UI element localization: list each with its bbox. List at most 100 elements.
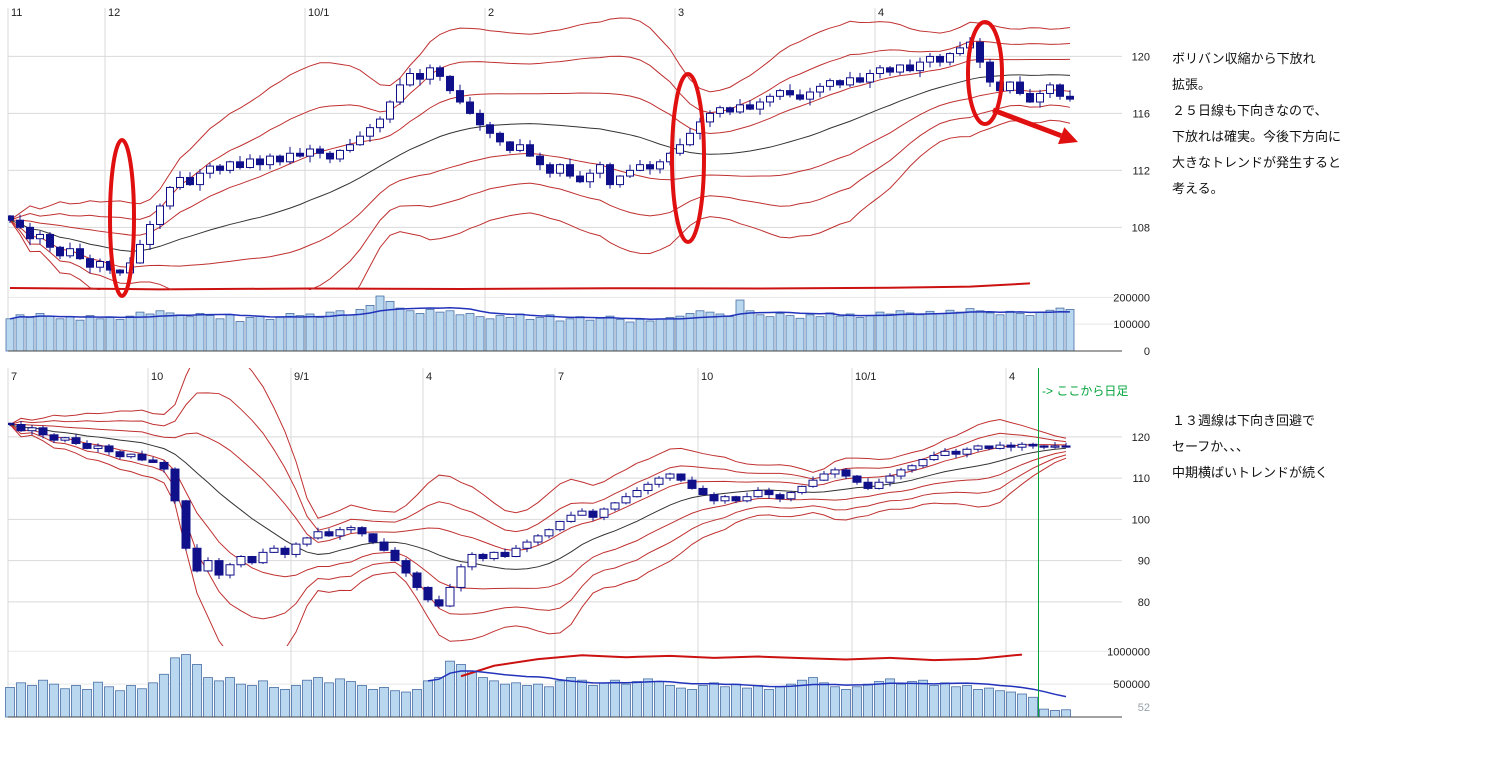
candle-body <box>544 529 554 537</box>
candle-body <box>467 553 477 568</box>
axis-tick-label: 200000 <box>1113 292 1150 304</box>
candle-body <box>764 490 774 496</box>
volume-bar <box>485 318 495 352</box>
candle-body <box>746 104 754 110</box>
volume-bar <box>495 315 505 352</box>
axis-tick-label: 10/1 <box>855 371 876 383</box>
volume-bar <box>49 683 59 718</box>
candle-body <box>566 164 574 177</box>
candle-body <box>276 155 284 163</box>
candle-body <box>626 169 634 177</box>
axis-tick-label: 3 <box>678 7 684 19</box>
volume-bar <box>965 308 975 352</box>
volume-bar <box>135 311 145 352</box>
volume-bar <box>305 313 315 352</box>
volume-bar <box>885 313 895 352</box>
volume-bar <box>280 689 290 718</box>
moving-average-line <box>9 424 1067 570</box>
volume-bar <box>599 682 609 718</box>
volume-bar <box>291 685 301 718</box>
candle-body <box>306 148 314 157</box>
candle-body <box>412 572 422 588</box>
volume-bar <box>5 318 15 352</box>
volume-bar <box>379 687 389 718</box>
candle-body <box>266 155 274 166</box>
candle-body <box>456 90 464 103</box>
volume-bar <box>478 677 488 718</box>
candle-body <box>16 219 24 228</box>
volume-bar <box>215 318 225 352</box>
bollinger-bands <box>9 17 1071 290</box>
candle-body <box>406 73 414 86</box>
volume-bar <box>65 316 75 352</box>
volume-bar <box>455 314 465 352</box>
volume-red-line <box>9 282 1031 291</box>
volume-bar <box>1045 309 1055 352</box>
candle-body <box>686 132 694 146</box>
axis-tick-label: 110 <box>1132 473 1150 485</box>
volume-bar <box>335 310 345 352</box>
volume-bar <box>1025 315 1035 352</box>
candle-body <box>357 527 367 535</box>
axis-tick-label: 4 <box>878 7 884 19</box>
candle-body <box>632 490 642 498</box>
note-line: ボリバン収縮から下放れ <box>1172 51 1316 66</box>
volume-bar <box>75 319 85 352</box>
volume-bar <box>27 685 37 718</box>
volume-bar <box>874 681 884 718</box>
candle-body <box>918 459 928 467</box>
volume-bar <box>885 678 895 718</box>
candle-body <box>478 553 488 560</box>
volume-bar <box>875 311 885 352</box>
candle-body <box>556 164 564 174</box>
volume-bar <box>315 317 325 352</box>
daily-chart-note: ボリバン収縮から下放れ 拡張。 ２５日線も下向きなので、 下放れは確実。今後下方… <box>1172 46 1341 202</box>
candle-body <box>836 80 844 86</box>
candle-body <box>269 547 279 553</box>
candle-body <box>126 453 136 458</box>
volume-bar <box>852 686 862 718</box>
volume-bar <box>395 307 405 352</box>
volume-bar <box>181 654 191 718</box>
volume-bar <box>535 317 545 352</box>
volume-bar <box>511 682 521 718</box>
candle-body <box>826 80 834 87</box>
volume-bar <box>522 685 532 718</box>
candle-body <box>156 205 164 225</box>
candle-body <box>225 564 235 576</box>
volume-bar <box>16 682 26 718</box>
candle-body <box>366 127 374 137</box>
weekly-chart-note: １３週線は下向き回避で セーフか、、、 中期横ばいトレンドが続く <box>1172 408 1328 486</box>
candle-body <box>830 469 840 475</box>
candle-body <box>533 535 543 543</box>
candle-body <box>226 161 234 171</box>
candle-body <box>856 77 864 83</box>
volume-bar <box>390 690 400 718</box>
volume-bar <box>962 685 972 718</box>
volume-bar <box>295 315 305 352</box>
sigma-band-line <box>9 104 1071 290</box>
volume-bar <box>955 311 965 352</box>
volume-bar <box>615 318 625 352</box>
axis-tick-label: 4 <box>426 371 432 383</box>
candles <box>8 37 1074 276</box>
volume-bar <box>735 299 745 352</box>
candle-body <box>676 144 684 154</box>
volume-bar <box>55 318 65 352</box>
gridlines <box>7 8 1122 351</box>
volume-bar <box>865 315 875 352</box>
candle-body <box>181 500 191 549</box>
candle-body <box>973 445 983 450</box>
volume-bar <box>841 689 851 718</box>
candle-body <box>1056 84 1064 97</box>
candle-body <box>302 537 312 545</box>
axis-tick-label: 12 <box>108 7 120 19</box>
volume-bar <box>375 295 385 352</box>
candle-body <box>588 510 598 518</box>
volume-bar <box>345 314 355 352</box>
note-line: 中期横ばいトレンドが続く <box>1172 465 1329 480</box>
candle-body <box>296 152 304 157</box>
volume-bar <box>214 680 224 718</box>
candle-body <box>536 155 544 166</box>
axis-tick-label: 10 <box>151 371 163 383</box>
